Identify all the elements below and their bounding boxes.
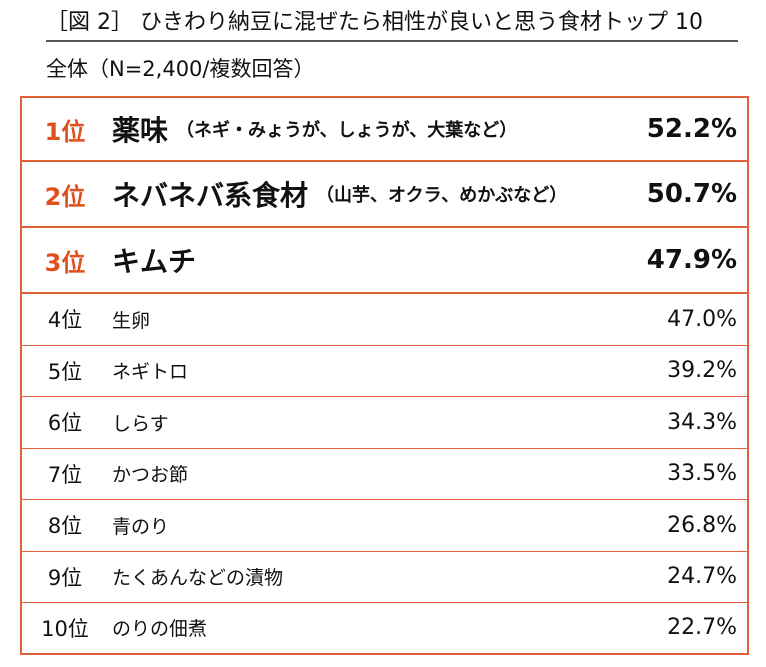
rank-label: 5位 <box>47 359 83 384</box>
item-name: ネギトロ <box>112 346 188 397</box>
rank-label: 4位 <box>47 308 83 333</box>
item-note: （山芋、オクラ、めかぶなど） <box>316 185 568 206</box>
ranking-table: 1位 薬味 （ネギ・みょうが、しょうが、大葉など） 52.2% 2位 ネバネバ系食材 （山芋… <box>20 96 749 655</box>
item-name-text: のりの佃煮 <box>112 618 208 641</box>
percentage-value: 47.0% <box>667 306 737 332</box>
item-name: キムチ <box>112 228 196 292</box>
item-name-text: 生卵 <box>112 309 151 332</box>
item-name-text: キムチ <box>112 245 197 278</box>
item-name: ネバネバ系食材 （山芋、オクラ、めかぶなど） <box>112 162 567 226</box>
percentage-value: 52.2% <box>646 114 737 144</box>
item-name: 薬味 （ネギ・みょうが、しょうが、大葉など） <box>112 98 517 160</box>
rank-label: 2位 <box>44 182 86 211</box>
item-name: たくあんなどの漬物 <box>112 552 283 603</box>
item-name-text: ネバネバ系食材 <box>112 179 309 212</box>
figure-title: ［図 2］ ひきわり納豆に混ぜたら相性が良いと思う食材トップ 10 <box>46 8 738 42</box>
rank-label: 8位 <box>47 514 83 539</box>
rank-label: 6位 <box>47 411 83 436</box>
item-name-text: たくあんなどの漬物 <box>112 567 284 590</box>
table-row: 4位 生卵 47.0% <box>20 294 749 346</box>
table-row: 8位 青のり 26.8% <box>20 500 749 552</box>
percentage-value: 50.7% <box>646 179 737 209</box>
rank-label: 1位 <box>44 117 86 146</box>
rank-label: 9位 <box>47 565 83 590</box>
table-row: 3位 キムチ 47.9% <box>20 228 749 294</box>
table-row: 2位 ネバネバ系食材 （山芋、オクラ、めかぶなど） 50.7% <box>20 162 749 228</box>
percentage-value: 34.3% <box>667 409 737 435</box>
item-name-text: しらす <box>112 412 169 435</box>
rank-label: 7位 <box>47 462 83 487</box>
item-name: かつお節 <box>112 449 188 500</box>
item-name-text: かつお節 <box>112 464 189 487</box>
percentage-value: 26.8% <box>667 512 737 538</box>
rank-label: 3位 <box>44 248 86 277</box>
percentage-value: 22.7% <box>667 615 737 641</box>
item-name: しらす <box>112 397 169 448</box>
item-note: （ネギ・みょうが、しょうが、大葉など） <box>176 120 518 141</box>
figure-subtitle: 全体（N=2,400/複数回答） <box>46 57 315 81</box>
table-row: 5位 ネギトロ 39.2% <box>20 345 749 397</box>
item-name: のりの佃煮 <box>112 603 207 653</box>
table-row: 1位 薬味 （ネギ・みょうが、しょうが、大葉など） 52.2% <box>20 96 749 162</box>
item-name: 生卵 <box>112 294 150 345</box>
item-name-text: 薬味 <box>112 114 169 147</box>
item-name-text: ネギトロ <box>112 361 189 384</box>
table-row: 10位 のりの佃煮 22.7% <box>20 603 749 655</box>
table-row: 7位 かつお節 33.5% <box>20 448 749 500</box>
percentage-value: 39.2% <box>667 358 737 384</box>
rank-label: 10位 <box>41 616 89 641</box>
item-name-text: 青のり <box>112 515 170 538</box>
table-row: 9位 たくあんなどの漬物 24.7% <box>20 551 749 603</box>
item-name: 青のり <box>112 500 169 551</box>
table-row: 6位 しらす 34.3% <box>20 397 749 449</box>
percentage-value: 33.5% <box>667 461 737 487</box>
percentage-value: 47.9% <box>646 245 737 275</box>
percentage-value: 24.7% <box>667 564 737 590</box>
